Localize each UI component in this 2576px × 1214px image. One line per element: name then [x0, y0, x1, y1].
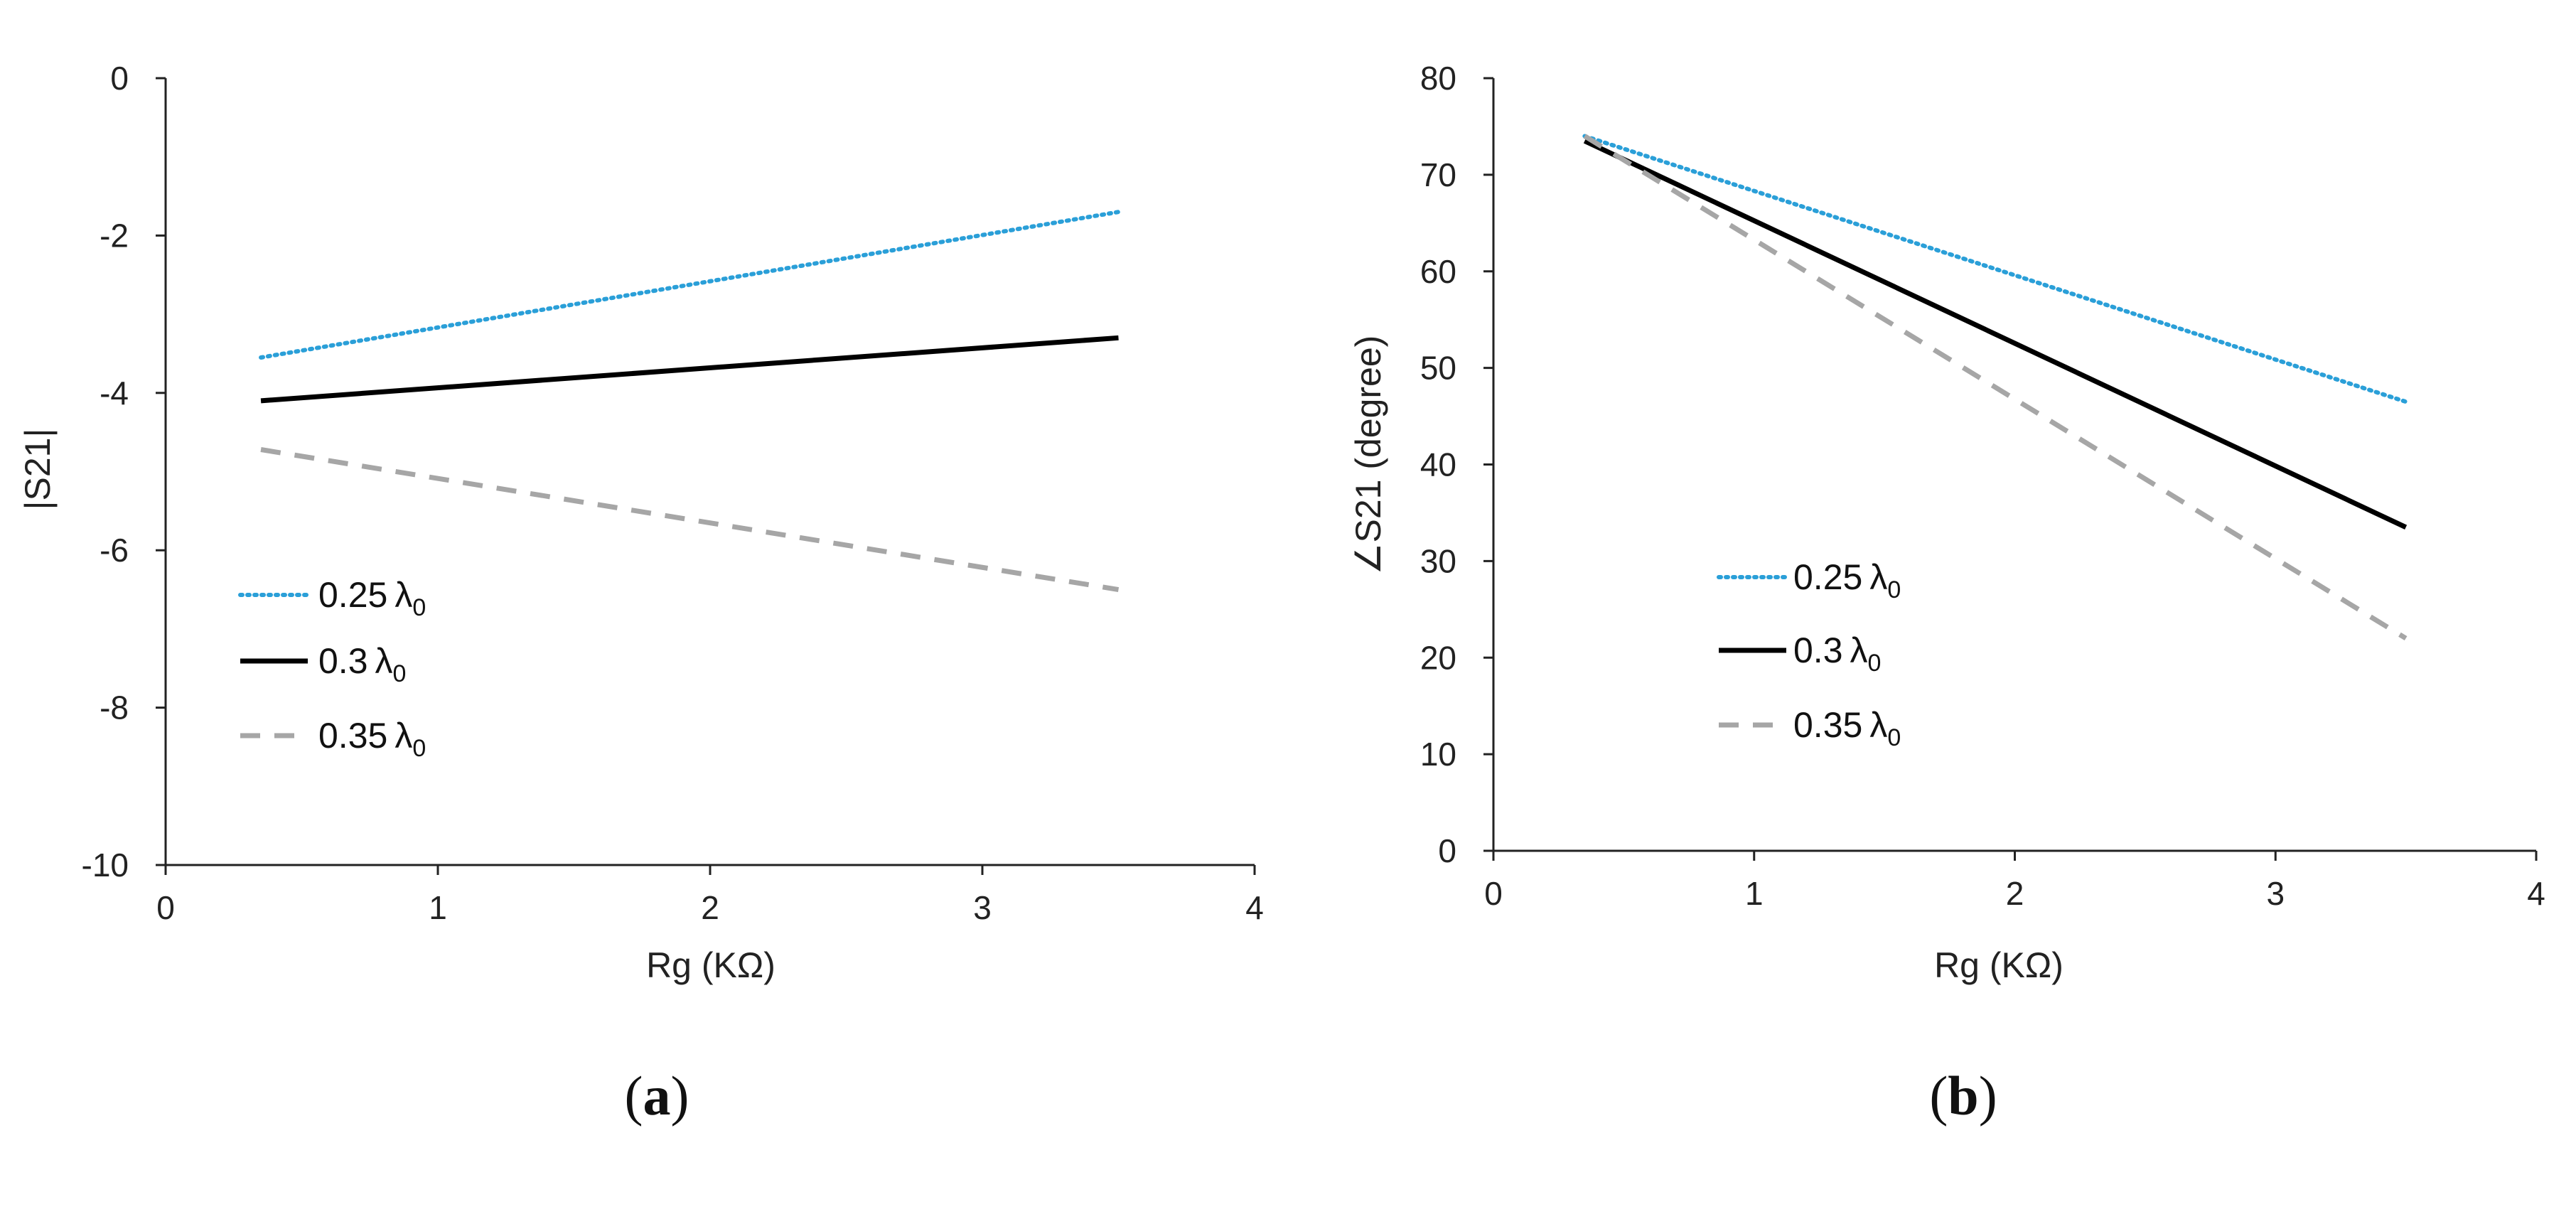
panel-a-y-tick-label: -10 — [82, 847, 129, 883]
panel-a-x-tick-label: 0 — [156, 889, 175, 926]
panel-a-series-line — [260, 447, 1120, 593]
panel-b-caption: (b) — [1929, 1065, 1997, 1127]
panel-b-x-tick-label: 1 — [1745, 875, 1764, 912]
panel-b-x-label: Rg (KΩ) — [1934, 945, 2064, 985]
panel-b-y-label: ∠S21 (degree) — [1348, 335, 1388, 575]
panel-b-y-tick-label: 70 — [1420, 156, 1456, 193]
panel-a-x-tick-label: 4 — [1245, 889, 1264, 926]
panel-a-x-tick-label: 2 — [701, 889, 719, 926]
panel-a-y-tick-label: -2 — [100, 217, 129, 254]
panel-b-y-tick-label: 50 — [1420, 350, 1456, 387]
panel-a-legend-label: 0.3 λ0 — [318, 641, 406, 687]
panel-b-y-tick-label: 0 — [1438, 832, 1456, 869]
panel-b-y-tick-label: 30 — [1420, 542, 1456, 579]
panel-b-series-line — [1583, 134, 2408, 641]
panel-b-y-tick-label: 40 — [1420, 446, 1456, 483]
panel-b-y-tick-label: 80 — [1420, 60, 1456, 97]
panel-a-y-tick-label: -8 — [100, 689, 129, 726]
panel-b-x-tick-label: 4 — [2527, 875, 2545, 912]
panel-a-caption: (a) — [625, 1065, 689, 1127]
panel-b-x-tick-label: 2 — [2006, 875, 2024, 912]
panel-a-legend-label: 0.25 λ0 — [318, 575, 426, 621]
panel-a-series — [259, 210, 1121, 593]
panel-b-legend: 0.25 λ0 0.3 λ0 0.35 λ0 — [1717, 557, 1901, 751]
panel-a-y-label: |S21| — [18, 429, 58, 510]
panel-a-series-line — [260, 335, 1119, 404]
panel-a-ticks: 0 1 2 3 4 -10 -8 -6 -4 -2 0 — [82, 60, 1264, 926]
panel-a-y-tick-label: -4 — [100, 375, 129, 412]
panel-a-legend-label: 0.35 λ0 — [318, 716, 426, 762]
panel-a-legend: 0.25 λ0 0.3 λ0 0.35 λ0 — [238, 575, 426, 762]
panel-a-x-tick-label: 3 — [973, 889, 992, 926]
panel-b-series-line — [1582, 134, 2408, 404]
panel-b-y-tick-label: 60 — [1420, 253, 1456, 290]
panel-b-x-tick-label: 3 — [2266, 875, 2285, 912]
panel-a-series-line — [259, 210, 1121, 360]
panel-b-series — [1582, 134, 2408, 641]
panel-b-y-tick-label: 10 — [1420, 736, 1456, 773]
panel-a-y-tick-label: -6 — [100, 532, 129, 569]
panel-b-y-tick-label: 20 — [1420, 639, 1456, 676]
panel-b-legend-label: 0.25 λ0 — [1793, 557, 1901, 603]
panel-a-x-tick-label: 1 — [429, 889, 447, 926]
panel-b-x-tick-label: 0 — [1484, 875, 1503, 912]
panel-b-series-line — [1583, 139, 2408, 530]
panel-a-y-tick-label: 0 — [110, 60, 129, 97]
panel-b-legend-label: 0.35 λ0 — [1793, 705, 1901, 751]
panel-b-legend-label: 0.3 λ0 — [1793, 630, 1881, 677]
panel-a: 0 1 2 3 4-10-8-6-4-20 Rg (KΩ) |S21| 0.25 λ00.… — [18, 60, 1264, 1127]
panel-a-x-label: Rg (KΩ) — [646, 945, 776, 985]
